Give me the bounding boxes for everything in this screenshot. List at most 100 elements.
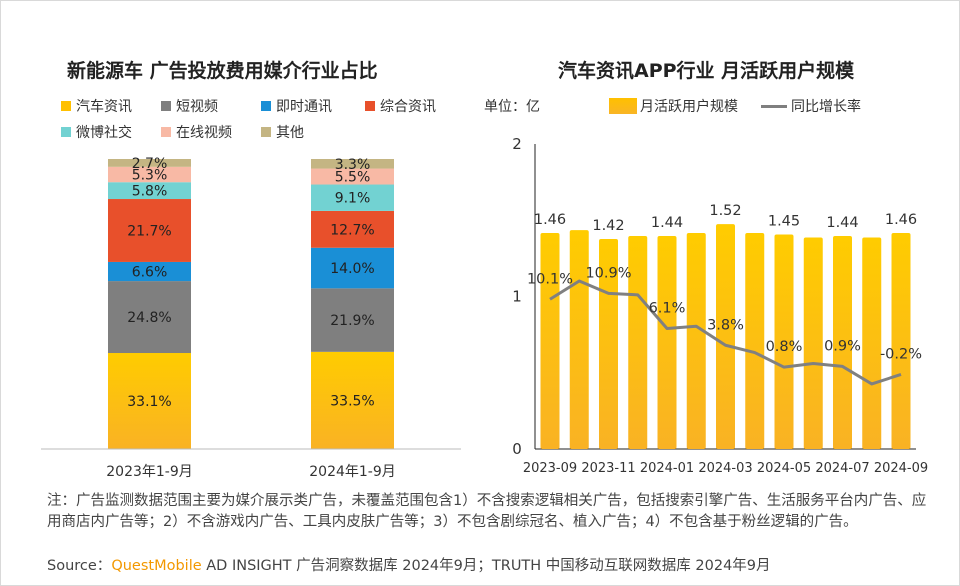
legend-bar-label: 月活跃用户规模	[640, 99, 738, 115]
bar-value-label: 1.44	[651, 215, 683, 231]
x-tick-label: 2024-05	[757, 461, 811, 476]
source-prefix: Source：	[47, 558, 112, 574]
legend-line-label: 同比增长率	[791, 99, 861, 115]
mau-bar	[774, 234, 794, 449]
mau-bar	[716, 224, 735, 449]
stack-segment	[108, 182, 191, 200]
mau-bar	[686, 233, 706, 449]
stack-segment	[311, 351, 394, 449]
segment-label: 33.1%	[127, 394, 171, 410]
y-tick-label: 1	[512, 288, 522, 306]
growth-value-label: 10.1%	[527, 271, 573, 287]
mau-bar	[745, 233, 765, 449]
stack-segment	[311, 159, 394, 169]
bar-value-label: 1.45	[768, 214, 800, 230]
legend-swatch	[365, 101, 375, 111]
legend-item: 其他	[261, 122, 304, 142]
stack-segment	[311, 184, 394, 211]
mau-bar	[657, 235, 677, 449]
mau-bar	[862, 237, 882, 449]
segment-label: 9.1%	[335, 191, 371, 207]
segment-label: 6.6%	[132, 265, 168, 281]
legend-swatch	[61, 101, 71, 111]
growth-value-label: 0.9%	[824, 338, 861, 354]
left-chart-title: 新能源车 广告投放费用媒介行业占比	[67, 60, 378, 82]
mau-bar	[540, 233, 560, 449]
legend-item: 即时通讯	[261, 96, 332, 116]
legend-label: 综合资讯	[380, 99, 436, 115]
stack-segment	[311, 288, 394, 352]
mau-bar	[628, 235, 648, 449]
growth-value-label: 0.8%	[766, 339, 803, 355]
legend-swatch	[261, 127, 271, 137]
legend-swatch	[261, 101, 271, 111]
legend-bar-swatch	[609, 98, 637, 114]
x-tick-label: 2024-07	[815, 461, 869, 476]
legend-label: 微博社交	[76, 125, 132, 141]
source-rest: AD INSIGHT 广告洞察数据库 2024年9月；TRUTH 中国移动互联网…	[201, 558, 771, 574]
bar-value-label: 1.46	[885, 212, 917, 228]
segment-label: 5.3%	[132, 168, 168, 184]
x-tick-label: 2023年1-9月	[106, 464, 193, 480]
legend-item: 在线视频	[161, 122, 232, 142]
stack-segment	[108, 261, 191, 282]
mau-bar	[569, 230, 589, 449]
stack-segment	[311, 247, 394, 289]
legend-swatch	[161, 127, 171, 137]
growth-rate-line	[549, 279, 902, 386]
x-tick-label: 2024-03	[698, 461, 752, 476]
segment-label: 33.5%	[330, 393, 374, 409]
stack-segment	[108, 353, 191, 449]
x-tick-label: 2024年1-9月	[309, 464, 396, 480]
legend-swatch	[61, 127, 71, 137]
unit-label: 单位：亿	[484, 99, 540, 115]
segment-label: 21.7%	[127, 223, 171, 239]
legend-label: 汽车资讯	[76, 99, 132, 115]
charts-canvas: 33.1% 24.8% 6.6% 21.7% 5.8%5.3%2.7% 2023年1-9月…	[41, 135, 928, 480]
segment-label: 24.8%	[127, 310, 171, 326]
segment-label: 12.7%	[330, 222, 374, 238]
legend-label: 在线视频	[176, 125, 232, 141]
legend-swatch	[161, 101, 171, 111]
segment-label: 5.8%	[132, 184, 168, 200]
mau-bar	[803, 237, 823, 449]
legend-item: 汽车资讯	[61, 96, 132, 116]
footnote: 注：广告监测数据范围主要为媒介展示类广告，未覆盖范围包含1）不含搜索逻辑相关广告…	[47, 493, 927, 530]
legend-item: 短视频	[161, 96, 218, 116]
bar-value-label: 1.46	[534, 212, 566, 228]
segment-label: 14.0%	[330, 261, 374, 277]
stack-segment	[311, 168, 394, 185]
bar-value-label: 1.42	[592, 218, 624, 234]
right-chart-title: 汽车资讯APP行业 月活跃用户规模	[558, 60, 855, 82]
segment-label: 5.5%	[335, 170, 371, 186]
bar-value-label: 1.44	[826, 215, 858, 231]
y-tick-label: 0	[512, 440, 522, 458]
stack-segment	[311, 210, 394, 248]
x-tick-label: 2024-09	[874, 461, 928, 476]
bar-value-label: 1.52	[709, 203, 741, 219]
stack-segment	[108, 159, 191, 167]
y-tick-label: 2	[512, 135, 522, 153]
legend-label: 即时通讯	[276, 99, 332, 115]
stack-segment	[108, 281, 191, 354]
stack-segment	[108, 199, 191, 262]
x-tick-label: 2023-11	[581, 461, 635, 476]
segment-label: 3.3%	[335, 157, 371, 173]
segment-label: 21.9%	[330, 313, 374, 329]
growth-value-label: 3.8%	[707, 317, 744, 333]
growth-value-label: 6.1%	[649, 300, 686, 316]
legend-line: 同比增长率	[761, 96, 861, 116]
source-brand: QuestMobile	[111, 558, 202, 574]
segment-label: 2.7%	[132, 156, 168, 172]
source-line: Source：QuestMobile AD INSIGHT 广告洞察数据库 20…	[47, 554, 771, 575]
legend-label: 短视频	[176, 99, 218, 115]
legend-item: 微博社交	[61, 122, 132, 142]
growth-value-label: -0.2%	[880, 346, 922, 362]
legend-label: 其他	[276, 125, 304, 141]
growth-value-label: 10.9%	[585, 265, 631, 281]
mau-bar	[833, 235, 852, 449]
x-tick-label: 2023-09	[523, 461, 577, 476]
stack-segment	[108, 166, 191, 183]
legend-line-swatch	[761, 104, 787, 108]
